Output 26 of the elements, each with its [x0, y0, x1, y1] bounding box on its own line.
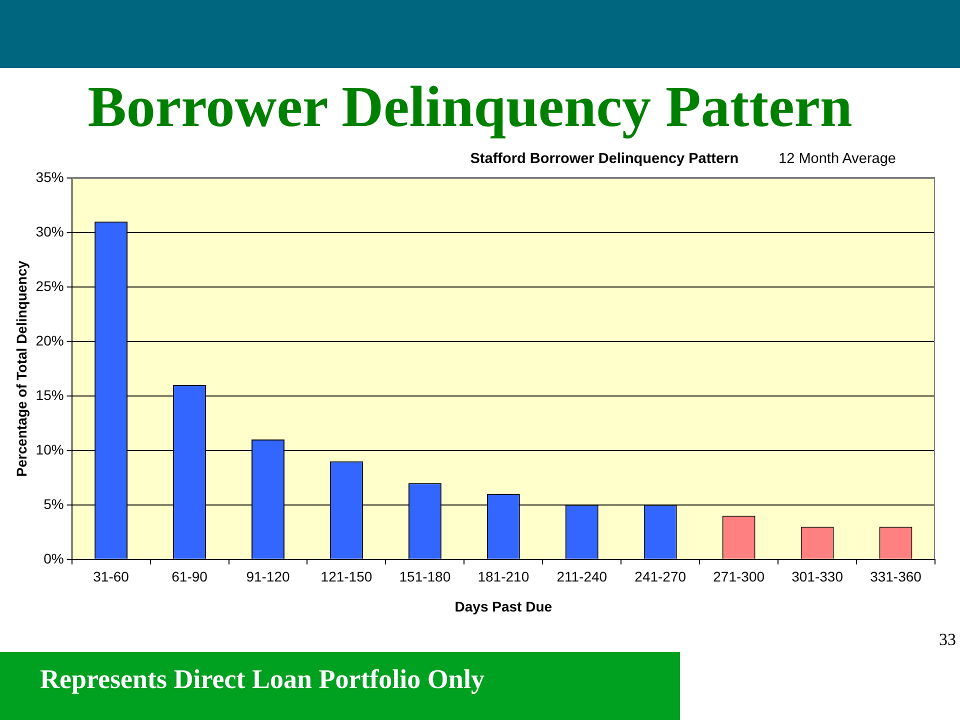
- x-tick-label: 151-180: [399, 568, 451, 585]
- y-tick-label: 0%: [44, 550, 64, 566]
- y-tick-label: 15%: [36, 386, 64, 403]
- y-axis-title: Percentage of Total Delinquency: [13, 260, 30, 477]
- x-tick-label: 121-150: [320, 568, 372, 585]
- y-tick-label: 30%: [36, 223, 64, 240]
- x-axis-title: Days Past Due: [454, 598, 552, 614]
- y-tick-label: 20%: [36, 332, 64, 348]
- text: Represents Direct Loan Portfolio Only: [40, 664, 484, 694]
- y-tick-label: 5%: [44, 496, 64, 512]
- text: 33: [939, 630, 956, 649]
- y-tick-label: 35%: [36, 168, 64, 185]
- x-tick-label: 241-270: [634, 568, 686, 585]
- chart-title: Borrower Delinquency Pattern: [88, 74, 852, 139]
- y-tick-label: 25%: [36, 278, 64, 294]
- x-tick-label: 301-330: [792, 568, 844, 585]
- x-tick-label: 91-120: [246, 568, 290, 585]
- y-tick-label: 10%: [36, 441, 64, 458]
- text: 12 Month Average: [778, 151, 896, 167]
- x-tick-label: 211-240: [556, 568, 608, 585]
- x-tick-label: 31-60: [93, 568, 130, 585]
- x-tick-label: 271-300: [713, 568, 765, 585]
- x-tick-label: 181-210: [478, 568, 530, 585]
- x-tick-label: 331-360: [870, 568, 922, 585]
- x-tick-label: 61-90: [172, 568, 208, 585]
- chart-subtitle: Stafford Borrower Delinquency Pattern: [470, 151, 739, 167]
